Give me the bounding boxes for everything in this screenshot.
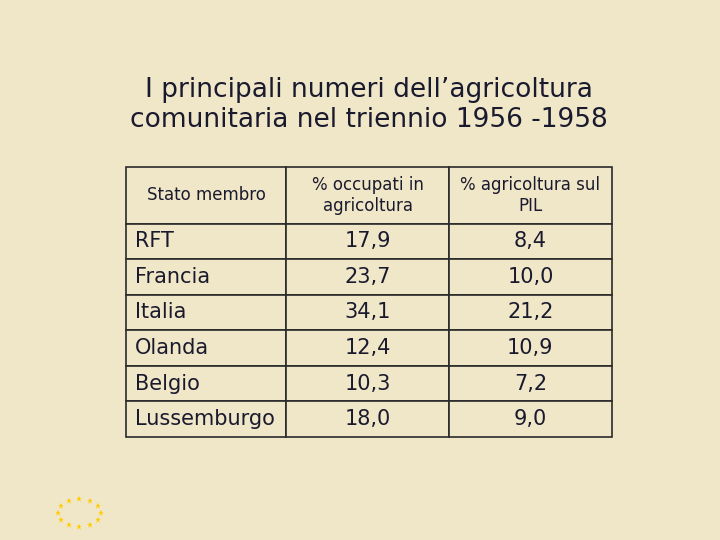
- Bar: [126, 295, 287, 330]
- Text: 12,4: 12,4: [345, 338, 391, 358]
- Text: 8,4: 8,4: [514, 231, 547, 251]
- Bar: [126, 330, 287, 366]
- Text: 7,2: 7,2: [514, 374, 547, 394]
- Text: I principali numeri dell’agricoltura
comunitaria nel triennio 1956 -1958: I principali numeri dell’agricoltura com…: [130, 77, 608, 133]
- Text: 10,0: 10,0: [507, 267, 554, 287]
- Text: Stato membro: Stato membro: [147, 186, 266, 204]
- Bar: [287, 259, 449, 295]
- Text: 23,7: 23,7: [345, 267, 391, 287]
- Bar: [449, 259, 612, 295]
- Bar: [126, 259, 287, 295]
- Bar: [126, 401, 287, 437]
- Text: 9,0: 9,0: [514, 409, 547, 429]
- Bar: [449, 295, 612, 330]
- Bar: [449, 330, 612, 366]
- Text: Francia: Francia: [135, 267, 210, 287]
- Text: Lussemburgo: Lussemburgo: [135, 409, 274, 429]
- Text: 18,0: 18,0: [345, 409, 391, 429]
- Bar: [287, 224, 449, 259]
- Text: 21,2: 21,2: [507, 302, 554, 322]
- Text: Olanda: Olanda: [135, 338, 209, 358]
- Bar: [126, 167, 287, 224]
- Text: Belgio: Belgio: [135, 374, 199, 394]
- Text: Italia: Italia: [135, 302, 186, 322]
- Bar: [449, 401, 612, 437]
- Text: 34,1: 34,1: [345, 302, 391, 322]
- Bar: [126, 366, 287, 401]
- Bar: [126, 224, 287, 259]
- Bar: [449, 167, 612, 224]
- Text: 10,3: 10,3: [345, 374, 391, 394]
- Bar: [287, 366, 449, 401]
- Bar: [287, 330, 449, 366]
- Bar: [449, 224, 612, 259]
- Bar: [287, 295, 449, 330]
- Text: % agricoltura sul
PIL: % agricoltura sul PIL: [460, 176, 600, 214]
- Text: 10,9: 10,9: [507, 338, 554, 358]
- Bar: [287, 167, 449, 224]
- Text: 17,9: 17,9: [345, 231, 391, 251]
- Text: RFT: RFT: [135, 231, 174, 251]
- Bar: [449, 366, 612, 401]
- Text: % occupati in
agricoltura: % occupati in agricoltura: [312, 176, 424, 214]
- Bar: [287, 401, 449, 437]
